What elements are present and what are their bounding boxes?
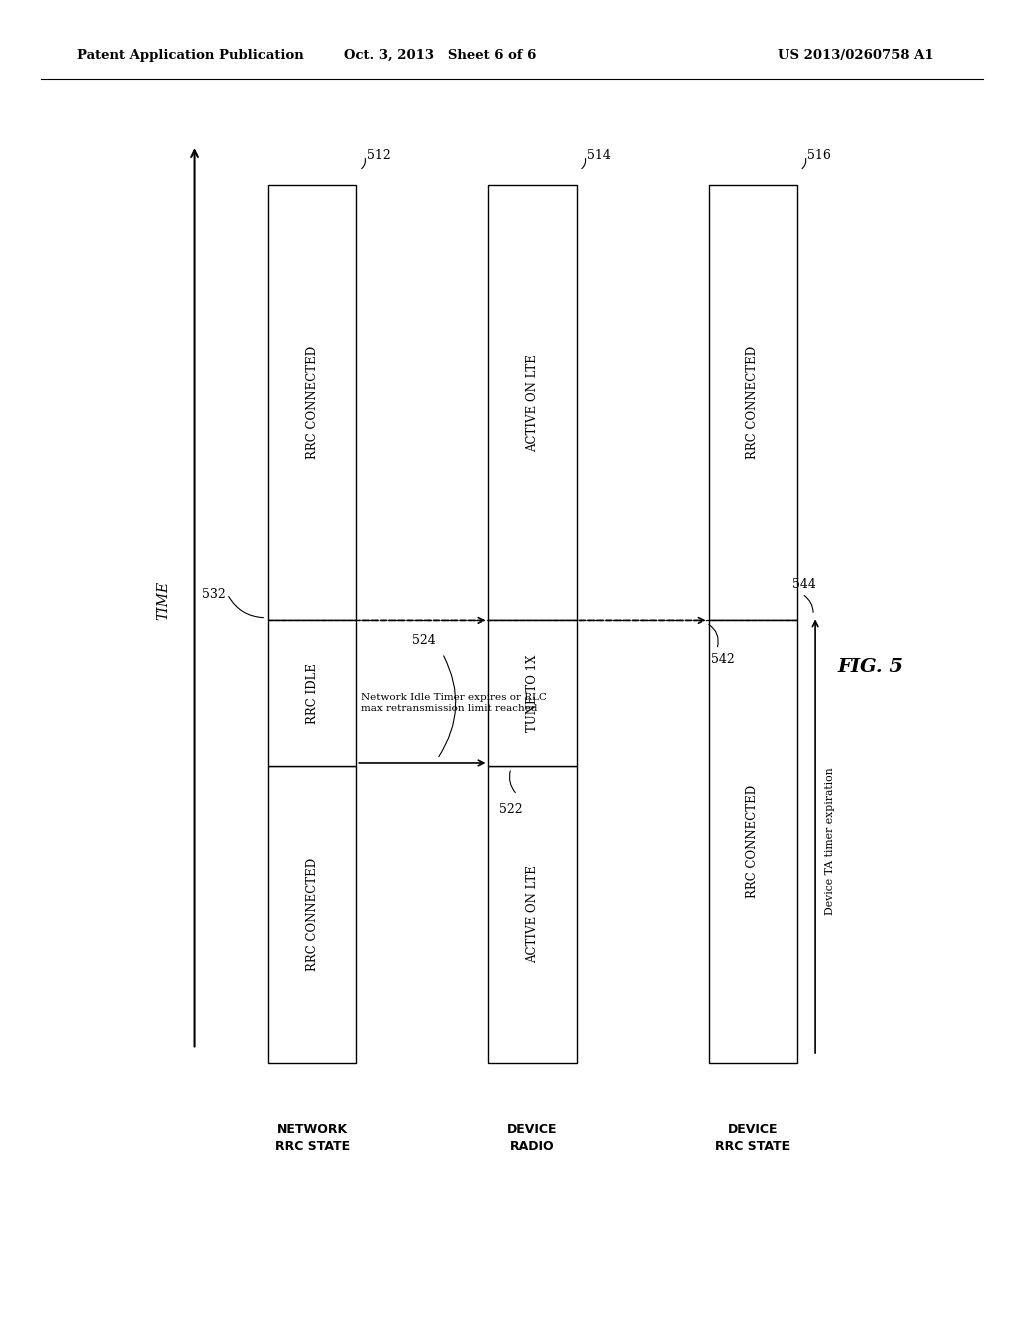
Text: RRC IDLE: RRC IDLE: [306, 663, 318, 723]
Text: ACTIVE ON LTE: ACTIVE ON LTE: [526, 354, 539, 451]
Text: RRC CONNECTED: RRC CONNECTED: [306, 346, 318, 459]
Text: TIME: TIME: [157, 581, 171, 620]
Text: TUNE TO 1X: TUNE TO 1X: [526, 655, 539, 731]
Bar: [268, 766, 356, 1063]
Bar: [488, 620, 577, 766]
Text: 522: 522: [499, 803, 522, 816]
Text: RRC CONNECTED: RRC CONNECTED: [746, 785, 759, 898]
Text: 512: 512: [367, 149, 390, 162]
Text: 532: 532: [202, 587, 225, 601]
Text: RRC CONNECTED: RRC CONNECTED: [746, 346, 759, 459]
Text: NETWORK
RRC STATE: NETWORK RRC STATE: [274, 1123, 350, 1152]
Text: Device TA timer expiration: Device TA timer expiration: [825, 768, 836, 915]
Bar: [709, 185, 797, 620]
Text: Network Idle Timer expires or RLC
max retransmission limit reached: Network Idle Timer expires or RLC max re…: [361, 693, 548, 713]
Bar: [268, 185, 356, 620]
Bar: [268, 620, 356, 766]
Text: 514: 514: [587, 149, 610, 162]
Text: 524: 524: [412, 634, 435, 647]
Text: RRC CONNECTED: RRC CONNECTED: [306, 858, 318, 970]
Bar: [709, 620, 797, 1063]
Bar: [488, 185, 577, 620]
Text: DEVICE
RADIO: DEVICE RADIO: [507, 1123, 558, 1152]
Text: DEVICE
RRC STATE: DEVICE RRC STATE: [715, 1123, 791, 1152]
Text: 542: 542: [711, 653, 734, 667]
Bar: [488, 766, 577, 1063]
Text: 516: 516: [807, 149, 830, 162]
Text: ACTIVE ON LTE: ACTIVE ON LTE: [526, 865, 539, 964]
Text: Oct. 3, 2013   Sheet 6 of 6: Oct. 3, 2013 Sheet 6 of 6: [344, 49, 537, 62]
Text: Patent Application Publication: Patent Application Publication: [77, 49, 303, 62]
Text: 544: 544: [792, 578, 815, 591]
Text: US 2013/0260758 A1: US 2013/0260758 A1: [778, 49, 934, 62]
Text: FIG. 5: FIG. 5: [838, 657, 903, 676]
